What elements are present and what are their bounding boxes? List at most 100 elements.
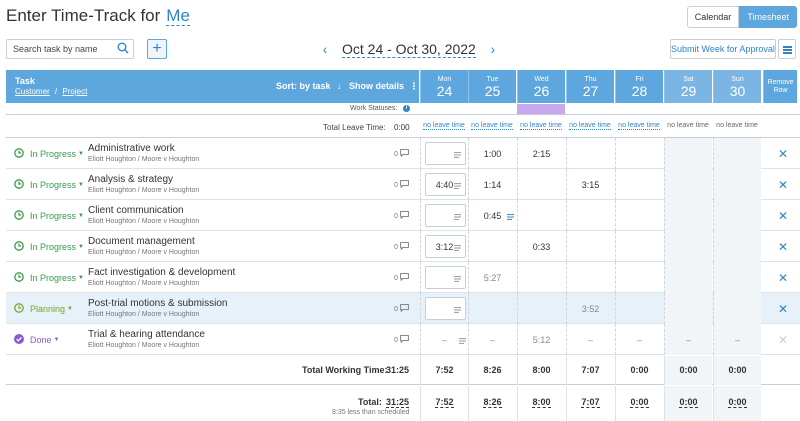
user-selector[interactable]: Me xyxy=(166,6,190,26)
note-icon[interactable] xyxy=(454,274,461,284)
status-dropdown[interactable]: In Progress ▼ xyxy=(14,241,84,253)
time-cell[interactable]: 3:15 xyxy=(566,169,614,200)
leave-cell[interactable]: no leave time xyxy=(517,116,565,137)
time-cell[interactable] xyxy=(517,169,565,200)
time-cell[interactable] xyxy=(615,231,663,262)
time-cell[interactable] xyxy=(420,293,468,324)
leave-cell[interactable]: no leave time xyxy=(468,116,516,137)
status-dropdown[interactable]: In Progress ▼ xyxy=(14,210,84,222)
time-cell[interactable]: 3:12 xyxy=(420,231,468,262)
time-cell[interactable] xyxy=(420,262,468,293)
time-cell[interactable] xyxy=(517,262,565,293)
remove-row-icon[interactable]: ✕ xyxy=(777,271,789,285)
time-cell[interactable] xyxy=(420,200,468,231)
time-cell[interactable]: 2:15 xyxy=(517,138,565,169)
add-task-button[interactable]: + xyxy=(147,39,167,59)
time-cell[interactable] xyxy=(615,138,663,169)
timesheet-tab[interactable]: Timesheet xyxy=(739,6,797,28)
task-name[interactable]: Administrative work xyxy=(88,143,175,154)
comment-count[interactable]: 0 xyxy=(394,149,409,159)
leave-cell[interactable]: no leave time xyxy=(420,116,468,137)
time-cell[interactable] xyxy=(615,262,663,293)
time-cell[interactable] xyxy=(468,293,516,324)
time-cell[interactable] xyxy=(566,138,614,169)
time-cell[interactable]: 3:52 xyxy=(566,293,614,324)
status-dropdown[interactable]: Planning ▼ xyxy=(14,303,73,315)
submit-week-button[interactable]: Submit Week for Approval xyxy=(670,39,776,59)
calendar-tab[interactable]: Calendar xyxy=(686,6,740,28)
time-input[interactable] xyxy=(425,173,466,196)
sort-selector[interactable]: Sort: by task ↓ xyxy=(276,81,342,91)
time-input[interactable] xyxy=(425,204,466,227)
project-sort-link[interactable]: Project xyxy=(62,87,88,96)
time-cell[interactable]: – xyxy=(566,324,614,355)
time-cell[interactable]: 5:27 xyxy=(468,262,516,293)
prev-week-chevron-icon[interactable]: ‹ xyxy=(322,41,328,57)
status-dropdown[interactable]: In Progress ▼ xyxy=(14,148,84,160)
menu-button[interactable] xyxy=(778,39,796,59)
time-input[interactable] xyxy=(425,235,466,258)
time-cell[interactable]: 5:12 xyxy=(517,324,565,355)
time-cell[interactable] xyxy=(566,200,614,231)
time-cell[interactable] xyxy=(615,169,663,200)
comment-count[interactable]: 0 xyxy=(394,242,409,252)
time-cell[interactable]: 1:00 xyxy=(468,138,516,169)
time-cell[interactable] xyxy=(713,200,761,231)
time-cell[interactable] xyxy=(664,231,712,262)
time-input[interactable] xyxy=(425,142,466,165)
time-cell[interactable] xyxy=(664,293,712,324)
note-icon[interactable] xyxy=(454,212,461,222)
time-cell[interactable]: 1:14 xyxy=(468,169,516,200)
week-range[interactable]: Oct 24 - Oct 30, 2022 xyxy=(342,40,476,58)
show-details-toggle[interactable]: Show details ⋮ xyxy=(349,81,419,92)
time-cell[interactable] xyxy=(468,231,516,262)
remove-row-icon[interactable]: ✕ xyxy=(777,147,789,161)
status-dropdown[interactable]: In Progress ▼ xyxy=(14,272,84,284)
time-cell[interactable] xyxy=(713,138,761,169)
task-name[interactable]: Post-trial motions & submission xyxy=(88,298,228,309)
next-week-chevron-icon[interactable]: › xyxy=(490,41,496,57)
time-cell[interactable] xyxy=(615,293,663,324)
time-cell[interactable]: – xyxy=(468,324,516,355)
note-icon[interactable] xyxy=(459,336,466,346)
time-cell[interactable] xyxy=(664,138,712,169)
task-name[interactable]: Trial & hearing attendance xyxy=(88,329,205,340)
comment-count[interactable]: 0 xyxy=(394,180,409,190)
time-cell[interactable]: – xyxy=(420,324,468,355)
note-icon[interactable] xyxy=(454,305,461,315)
time-cell[interactable] xyxy=(664,169,712,200)
comment-count[interactable]: 0 xyxy=(394,211,409,221)
note-icon[interactable] xyxy=(507,212,514,222)
time-cell[interactable] xyxy=(713,169,761,200)
leave-cell[interactable]: no leave time xyxy=(566,116,614,137)
task-name[interactable]: Analysis & strategy xyxy=(88,174,174,185)
time-cell[interactable]: 0:33 xyxy=(517,231,565,262)
time-cell[interactable]: – xyxy=(615,324,663,355)
time-cell[interactable] xyxy=(517,200,565,231)
task-name[interactable]: Document management xyxy=(88,236,195,247)
comment-count[interactable]: 0 xyxy=(394,304,409,314)
status-dropdown[interactable]: In Progress ▼ xyxy=(14,179,84,191)
search-input[interactable] xyxy=(7,40,111,58)
time-cell[interactable]: 0:45 xyxy=(468,200,516,231)
time-cell[interactable] xyxy=(713,293,761,324)
comment-count[interactable]: 0 xyxy=(394,273,409,283)
status-dropdown[interactable]: Done ▼ xyxy=(14,334,59,346)
remove-row-icon[interactable]: ✕ xyxy=(777,209,789,223)
remove-row-icon[interactable]: ✕ xyxy=(777,240,789,254)
note-icon[interactable] xyxy=(454,181,461,191)
search-icon[interactable] xyxy=(117,42,129,57)
time-input[interactable] xyxy=(425,297,466,320)
task-name[interactable]: Fact investigation & development xyxy=(88,267,236,278)
remove-row-icon[interactable]: ✕ xyxy=(777,302,789,316)
time-cell[interactable] xyxy=(713,231,761,262)
time-input[interactable] xyxy=(425,266,466,289)
time-cell[interactable]: – xyxy=(664,324,712,355)
task-name[interactable]: Client communication xyxy=(88,205,184,216)
time-cell[interactable] xyxy=(566,231,614,262)
note-icon[interactable] xyxy=(454,243,461,253)
time-cell[interactable] xyxy=(517,293,565,324)
customer-sort-link[interactable]: Customer xyxy=(15,87,50,96)
time-cell[interactable] xyxy=(420,138,468,169)
time-cell[interactable] xyxy=(566,262,614,293)
